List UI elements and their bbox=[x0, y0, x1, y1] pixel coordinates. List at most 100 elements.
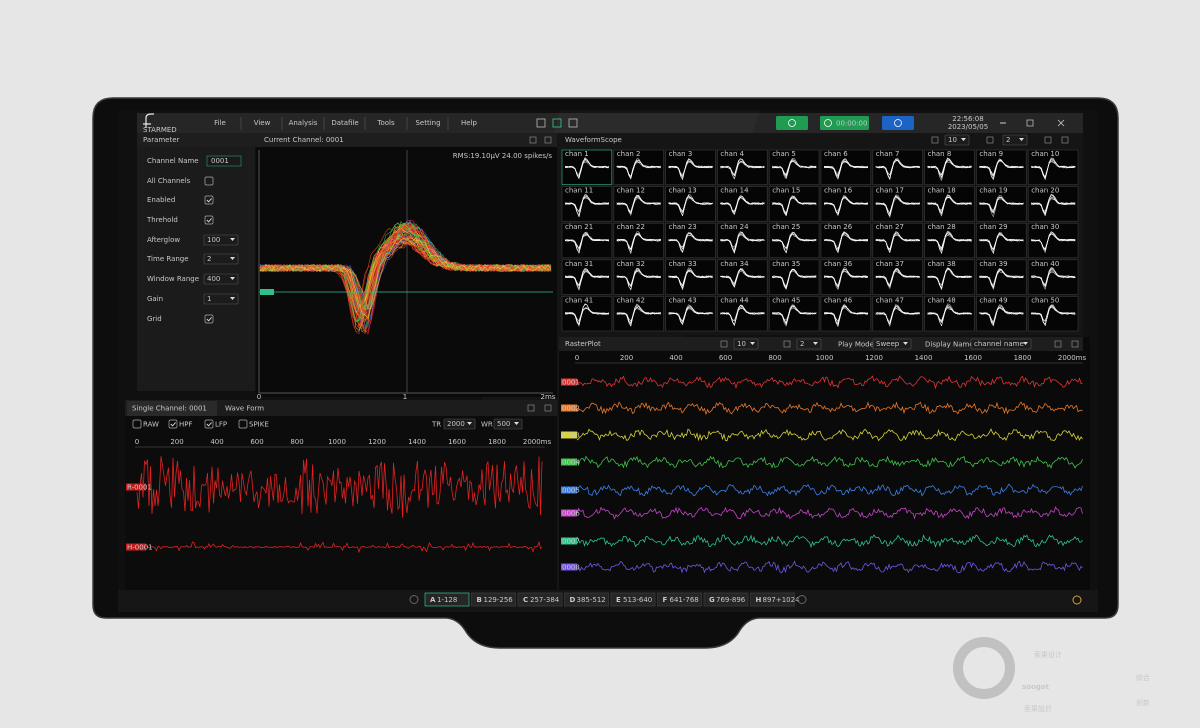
cell-label: chan 31 bbox=[565, 260, 593, 268]
cell-trace bbox=[979, 233, 1024, 250]
cell-label: chan 48 bbox=[928, 296, 956, 304]
prev-bank[interactable] bbox=[409, 595, 419, 604]
spike-trace bbox=[259, 223, 551, 322]
select-box[interactable] bbox=[203, 234, 239, 246]
bank-letter: F bbox=[663, 596, 668, 604]
cell-trace bbox=[668, 307, 713, 322]
bank-tab[interactable] bbox=[657, 592, 702, 607]
checkbox[interactable] bbox=[204, 419, 214, 429]
x-tick: 1200 bbox=[368, 438, 386, 446]
select-box[interactable] bbox=[203, 293, 239, 305]
checkbox[interactable] bbox=[204, 176, 214, 186]
menu-item[interactable]: Tools bbox=[376, 119, 395, 127]
cell-trace bbox=[720, 196, 765, 216]
bank-tab[interactable] bbox=[610, 592, 656, 607]
checkbox[interactable] bbox=[204, 195, 214, 205]
checkbox[interactable] bbox=[238, 419, 248, 429]
cell-label: chan 11 bbox=[565, 187, 593, 195]
menu-item[interactable]: Setting bbox=[415, 119, 440, 127]
checkbox[interactable] bbox=[132, 419, 142, 429]
status-icon bbox=[1072, 595, 1082, 605]
bank-tab[interactable] bbox=[424, 592, 470, 607]
cell-trace bbox=[875, 158, 920, 179]
checkbox[interactable] bbox=[204, 215, 214, 225]
cell-trace bbox=[616, 303, 661, 327]
cell-trace bbox=[616, 270, 661, 287]
layout-icon[interactable] bbox=[568, 118, 578, 128]
maximize[interactable] bbox=[1026, 119, 1034, 127]
icon bbox=[783, 340, 791, 348]
menu-item[interactable]: Analysis bbox=[289, 119, 318, 127]
checkbox[interactable] bbox=[168, 419, 178, 429]
x-tick: 1200 bbox=[865, 354, 883, 362]
close[interactable] bbox=[1057, 119, 1065, 127]
x-tick: 0 bbox=[575, 354, 579, 362]
x-tick: 800 bbox=[290, 438, 303, 446]
next-bank[interactable] bbox=[797, 595, 807, 604]
filter-label: HPF bbox=[179, 421, 193, 429]
select-value: 1 bbox=[207, 295, 211, 303]
menu-item[interactable]: File bbox=[214, 119, 226, 127]
bank-tab[interactable] bbox=[471, 592, 516, 607]
play-button[interactable] bbox=[820, 116, 869, 130]
bank-tab[interactable] bbox=[750, 592, 795, 607]
cell-trace bbox=[668, 160, 713, 176]
tab-label[interactable]: Wave Form bbox=[225, 405, 264, 413]
cell-label: chan 34 bbox=[720, 260, 749, 268]
select-box[interactable] bbox=[944, 134, 970, 146]
threshold-handle[interactable] bbox=[260, 289, 274, 295]
cell-trace bbox=[616, 160, 661, 179]
cell-trace bbox=[1031, 305, 1076, 326]
field-label: Grid bbox=[147, 315, 162, 323]
layout-icon[interactable] bbox=[552, 118, 562, 128]
bank-tab[interactable] bbox=[564, 592, 609, 607]
cell-label: chan 49 bbox=[979, 296, 1007, 304]
menu-item[interactable]: Datafile bbox=[331, 119, 358, 127]
cell-label: chan 47 bbox=[876, 296, 904, 304]
select-box[interactable] bbox=[443, 418, 476, 430]
cell-label: chan 50 bbox=[1031, 296, 1059, 304]
dropdown-arrow bbox=[230, 238, 235, 241]
checkbox[interactable] bbox=[204, 314, 214, 324]
bank-tab[interactable] bbox=[703, 592, 749, 607]
cell-trace bbox=[1031, 267, 1076, 288]
text-input[interactable] bbox=[206, 155, 242, 167]
cell-trace bbox=[823, 303, 869, 326]
cell-label: chan 33 bbox=[669, 260, 697, 268]
trace-tag bbox=[126, 543, 146, 551]
tab-active[interactable] bbox=[127, 401, 217, 416]
logo bbox=[143, 113, 154, 128]
select-box[interactable] bbox=[203, 253, 239, 265]
select-box[interactable] bbox=[796, 338, 822, 350]
layout-icon[interactable] bbox=[536, 118, 546, 128]
select-box[interactable] bbox=[493, 418, 523, 430]
channel-tag bbox=[561, 458, 577, 466]
select-box[interactable] bbox=[970, 338, 1032, 350]
icon bbox=[1061, 136, 1069, 144]
dropdown-arrow bbox=[961, 138, 966, 141]
check-mark bbox=[206, 422, 212, 427]
cell-trace bbox=[979, 196, 1024, 212]
x-tick: 1800 bbox=[488, 438, 506, 446]
record-button[interactable] bbox=[776, 116, 808, 130]
cell-trace bbox=[616, 233, 661, 254]
select-value: 100 bbox=[207, 236, 220, 244]
channel-label: 0005 bbox=[562, 486, 580, 494]
select-box[interactable] bbox=[733, 338, 759, 350]
menu-item[interactable]: Help bbox=[461, 119, 478, 127]
x-tick: 600 bbox=[250, 438, 263, 446]
select-box[interactable] bbox=[872, 338, 912, 350]
history-button[interactable] bbox=[882, 116, 914, 130]
bank-tab[interactable] bbox=[517, 592, 563, 607]
channel-trace bbox=[576, 534, 1083, 549]
tab-label: Single Channel: 0001 bbox=[132, 405, 207, 413]
icon bbox=[931, 136, 939, 144]
menu-item[interactable]: View bbox=[254, 119, 271, 127]
channel-label: 0006 bbox=[562, 509, 580, 517]
cell-trace bbox=[1031, 159, 1076, 180]
cell-trace bbox=[1031, 231, 1076, 252]
select-box[interactable] bbox=[1002, 134, 1028, 146]
select-box[interactable] bbox=[203, 273, 239, 285]
cell-trace bbox=[616, 160, 661, 178]
